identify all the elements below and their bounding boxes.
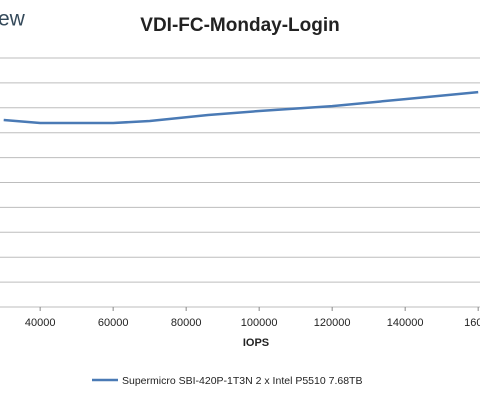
x-tick-label: 120000	[314, 317, 351, 329]
chart-title: VDI-FC-Monday-Login	[140, 15, 339, 36]
legend-label: Supermicro SBI-420P-1T3N 2 x Intel P5510…	[122, 375, 362, 387]
x-tick-label: 140000	[387, 317, 424, 329]
x-tick-label: 80000	[171, 317, 202, 329]
x-tick-label: 40000	[25, 317, 56, 329]
x-tick-label: 100000	[241, 317, 278, 329]
series-line	[3, 90, 479, 125]
logo-text: ew	[0, 8, 26, 31]
x-tick-label: 60000	[98, 317, 129, 329]
x-axis-label: IOPS	[243, 337, 269, 349]
x-tick-label: 160	[464, 317, 480, 329]
